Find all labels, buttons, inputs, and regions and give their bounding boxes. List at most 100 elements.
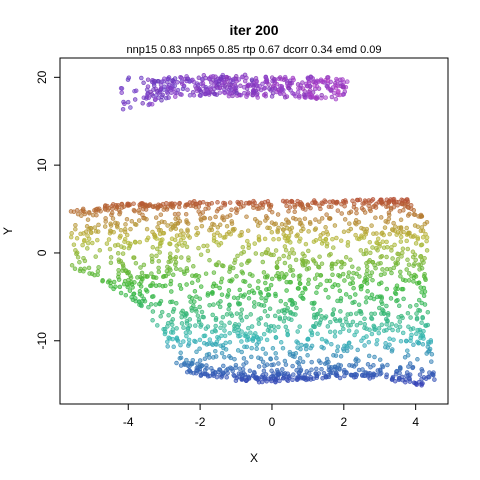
data-point	[352, 332, 357, 338]
data-point	[298, 367, 304, 373]
data-point	[403, 278, 408, 283]
data-point	[413, 274, 419, 279]
data-point	[107, 278, 112, 283]
data-point	[289, 225, 295, 231]
data-point	[198, 252, 204, 257]
data-point	[238, 83, 243, 89]
data-point	[166, 75, 172, 80]
data-point	[311, 306, 316, 311]
data-point	[219, 320, 224, 325]
data-point	[308, 205, 313, 211]
data-point	[210, 221, 215, 227]
data-point	[389, 377, 395, 382]
data-point	[114, 204, 120, 210]
data-point	[150, 245, 156, 250]
data-point	[404, 338, 409, 344]
data-point	[335, 298, 340, 304]
data-point	[233, 322, 238, 327]
data-point	[196, 274, 202, 279]
data-point	[165, 205, 170, 210]
data-point	[234, 311, 240, 316]
data-point	[323, 373, 329, 379]
data-point	[222, 323, 227, 328]
data-point	[227, 354, 232, 359]
data-point	[177, 232, 183, 238]
data-point	[322, 315, 328, 321]
data-point	[318, 308, 323, 313]
data-point	[144, 289, 150, 294]
data-point	[112, 243, 118, 248]
data-point	[197, 304, 202, 310]
data-point	[218, 205, 224, 210]
data-point	[266, 251, 272, 256]
data-point	[213, 328, 218, 334]
data-point	[86, 265, 92, 271]
data-point	[167, 336, 173, 341]
data-point	[353, 218, 359, 223]
data-point	[244, 338, 250, 343]
data-point	[302, 216, 308, 221]
data-point	[385, 362, 390, 368]
data-point	[265, 199, 271, 204]
data-point	[374, 337, 380, 343]
data-point	[278, 298, 284, 304]
data-point	[325, 232, 331, 237]
data-point	[126, 277, 131, 283]
data-point	[144, 204, 150, 209]
data-point	[127, 243, 133, 249]
data-point	[319, 216, 325, 221]
data-point	[266, 292, 272, 298]
data-point	[420, 315, 425, 321]
data-point	[338, 238, 344, 243]
data-point	[289, 317, 294, 323]
data-point	[131, 207, 137, 213]
data-point	[412, 212, 418, 217]
data-point	[153, 283, 159, 289]
data-point	[269, 209, 275, 215]
data-point	[405, 353, 411, 358]
data-point	[160, 92, 165, 98]
data-point	[399, 286, 405, 292]
data-point	[123, 222, 128, 227]
data-point	[183, 202, 189, 208]
data-point	[81, 231, 86, 236]
data-point	[281, 227, 286, 233]
data-point	[296, 361, 302, 366]
data-point	[368, 250, 373, 256]
data-point	[395, 328, 401, 333]
data-point	[177, 218, 183, 224]
data-point	[305, 353, 310, 358]
data-point	[365, 362, 371, 367]
data-point	[154, 246, 160, 252]
data-point	[291, 251, 297, 256]
data-point	[350, 276, 355, 281]
data-point	[419, 266, 425, 271]
data-point	[283, 324, 289, 330]
data-point	[239, 349, 244, 355]
data-point	[263, 322, 269, 327]
data-point	[210, 312, 215, 318]
data-point	[390, 256, 395, 261]
data-point	[405, 257, 410, 263]
data-point	[156, 79, 161, 84]
data-point	[329, 87, 334, 93]
data-point	[331, 90, 337, 96]
data-point	[313, 371, 319, 377]
data-point	[304, 258, 309, 264]
data-point	[251, 84, 256, 89]
data-point	[262, 375, 267, 380]
data-point	[148, 89, 153, 95]
data-point	[255, 206, 260, 211]
data-point	[399, 197, 404, 203]
data-point	[290, 377, 295, 383]
data-point	[258, 291, 263, 296]
data-point	[277, 75, 283, 80]
data-point	[274, 355, 279, 361]
data-point	[166, 82, 172, 88]
data-point	[273, 221, 279, 227]
data-point	[386, 212, 392, 218]
data-point	[327, 216, 333, 221]
data-point	[95, 237, 100, 243]
data-point	[72, 266, 78, 272]
data-point	[94, 212, 99, 218]
